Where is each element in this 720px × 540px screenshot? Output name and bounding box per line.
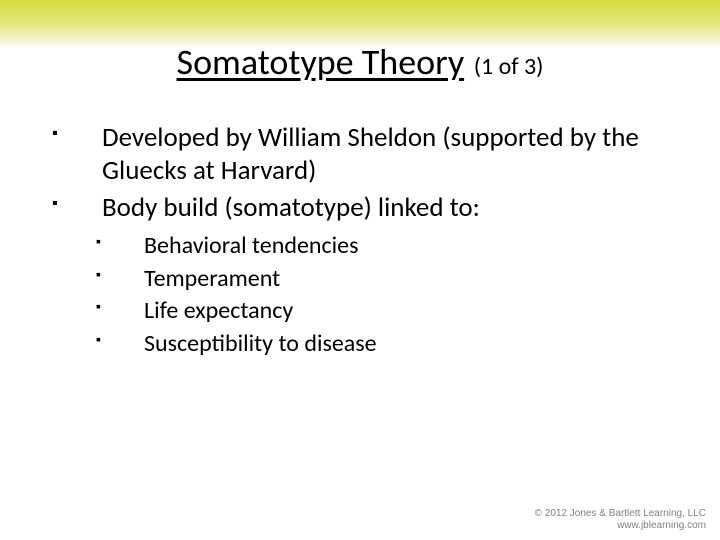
list-item: Susceptibility to disease	[40, 329, 680, 360]
list-item: Body build (somatotype) linked to:	[40, 192, 680, 225]
slide-container: Somatotype Theory (1 of 3) Developed by …	[0, 0, 720, 540]
slide-body: Developed by William Sheldon (supported …	[40, 122, 680, 362]
bullet-text: Developed by William Sheldon (supported …	[102, 121, 639, 187]
list-item: Temperament	[40, 264, 680, 295]
bullet-list-level1: Developed by William Sheldon (supported …	[40, 122, 680, 225]
list-item: Behavioral tendencies	[40, 231, 680, 262]
bullet-list-level2: Behavioral tendencies Temperament Life e…	[40, 231, 680, 360]
title-main: Somatotype Theory	[177, 40, 465, 84]
title-pagination: (1 of 3)	[474, 52, 544, 81]
bullet-text: Behavioral tendencies	[144, 231, 359, 260]
slide-footer: © 2012 Jones & Bartlett Learning, LLC ww…	[535, 508, 706, 532]
footer-url: www.jblearning.com	[535, 520, 706, 532]
bullet-text: Susceptibility to disease	[144, 329, 377, 358]
list-item: Developed by William Sheldon (supported …	[40, 122, 680, 188]
list-item: Life expectancy	[40, 296, 680, 327]
slide-title: Somatotype Theory (1 of 3)	[0, 40, 720, 84]
bullet-text: Life expectancy	[144, 296, 293, 325]
copyright-text: © 2012 Jones & Bartlett Learning, LLC	[535, 508, 706, 520]
bullet-text: Temperament	[144, 264, 280, 293]
bullet-text: Body build (somatotype) linked to:	[102, 191, 480, 224]
